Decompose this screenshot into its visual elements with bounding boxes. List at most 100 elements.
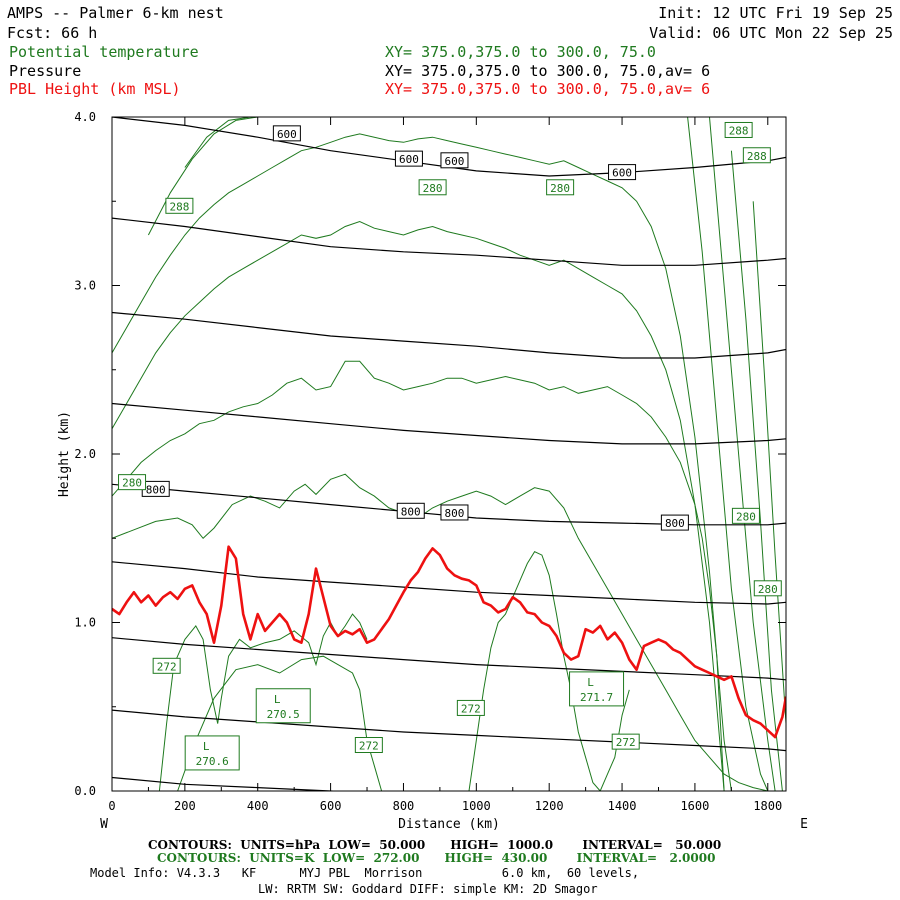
svg-text:280: 280	[550, 182, 570, 195]
pressure-label-3: 600	[608, 164, 637, 181]
footer-model-info: Model Info: V4.3.3 KF MYJ PBL Morrison 6…	[90, 866, 639, 880]
low-value: 271.7	[580, 691, 613, 704]
svg-text:288: 288	[747, 150, 767, 163]
theta-label-1: 288	[742, 147, 771, 164]
theta-contour-8	[147, 117, 280, 236]
field-name-pbl: PBL Height (km MSL)	[9, 80, 181, 98]
svg-text:3.0: 3.0	[74, 279, 96, 293]
theta-contours	[112, 117, 786, 791]
model-title: AMPS -- Palmer 6-km nest	[7, 4, 224, 22]
svg-text:0.0: 0.0	[74, 784, 96, 798]
svg-text:272: 272	[616, 736, 636, 749]
theta-label-5: 280	[118, 474, 147, 491]
svg-text:600: 600	[320, 799, 342, 813]
footer-theta-contours: CONTOURS: UNITS=K LOW= 272.00 HIGH= 430.…	[157, 851, 715, 865]
y-tick-4: 4.0	[74, 110, 786, 124]
low-marker-1: L 270.6	[184, 735, 240, 771]
theta-contour-9	[184, 117, 251, 168]
pressure-label-5: 800	[396, 502, 425, 519]
x-tick-200: 200	[174, 117, 196, 813]
svg-text:288: 288	[169, 200, 189, 213]
theta-label-4: 280	[546, 179, 575, 196]
svg-text:1400: 1400	[608, 799, 637, 813]
axes: 0 200 400 600 800 1000 1200 1400 1600 1800 0.0 1.0 2…	[74, 110, 786, 813]
low-symbol: L	[587, 676, 594, 689]
field-xy-theta: XY= 375.0,375.0 to 300.0, 75.0	[385, 43, 656, 61]
theta-contour-4	[112, 473, 786, 791]
svg-text:288: 288	[729, 124, 749, 137]
theta-contour-7	[112, 133, 732, 791]
svg-text:280: 280	[736, 510, 756, 523]
x-axis-label: Distance (km)	[398, 817, 500, 832]
x-tick-1200: 1200	[535, 117, 564, 813]
pressure-contour-950	[112, 709, 786, 752]
plot-frame	[111, 116, 787, 792]
pressure-contour-600	[112, 117, 786, 177]
low-marker-2: L 271.7	[569, 671, 625, 707]
footer-physics: LW: RRTM SW: Goddard DIFF: simple KM: 2D…	[258, 882, 598, 896]
west-marker: W	[100, 817, 108, 832]
svg-text:400: 400	[247, 799, 269, 813]
theta-contour-5	[112, 360, 725, 791]
pressure-contours	[112, 117, 786, 791]
svg-text:1200: 1200	[535, 799, 564, 813]
pressure-label-4: 800	[141, 480, 170, 497]
field-xy-pressure: XY= 375.0,375.0 to 300.0, 75.0,av= 6	[385, 62, 710, 80]
svg-text:1.0: 1.0	[74, 616, 96, 630]
x-tick-1600: 1600	[680, 117, 709, 813]
theta-contour-13	[752, 201, 786, 724]
svg-text:1000: 1000	[462, 799, 491, 813]
pbl-height-series	[112, 545, 786, 739]
svg-text:280: 280	[423, 182, 443, 195]
plot-area: 600 600 600 600 800 800 800 800 288 288 288 280 280 2…	[74, 110, 787, 813]
x-tick-1000: 1000	[462, 117, 491, 813]
svg-text:272: 272	[359, 740, 379, 753]
forecast-hour: Fcst: 66 h	[7, 24, 97, 42]
pressure-contour-900	[112, 637, 786, 681]
init-time: Init: 12 UTC Fri 19 Sep 25	[658, 4, 893, 22]
low-value: 270.6	[196, 755, 229, 768]
theta-label-7: 280	[753, 580, 782, 597]
theta-label-0: 288	[724, 121, 753, 138]
theta-contour-0	[177, 655, 383, 791]
svg-text:600: 600	[399, 153, 419, 166]
pressure-contour-800	[112, 483, 786, 526]
pressure-contour-700	[112, 311, 786, 359]
contour-labels: 600 600 600 600 800 800 800 800 288 288 288 280 280 2…	[118, 121, 782, 771]
y-tick-2: 2.0	[74, 447, 786, 461]
svg-text:1600: 1600	[680, 799, 709, 813]
valid-time: Valid: 06 UTC Mon 22 Sep 25	[649, 24, 893, 42]
pressure-contour-850	[112, 561, 786, 605]
svg-text:800: 800	[445, 507, 465, 520]
svg-text:200: 200	[174, 799, 196, 813]
pbl-height-line	[112, 545, 786, 739]
x-tick-600: 600	[320, 117, 342, 813]
svg-text:800: 800	[665, 517, 685, 530]
pressure-label-6: 800	[440, 504, 469, 521]
low-marker-0: L 270.5	[255, 688, 311, 724]
theta-label-3: 280	[418, 179, 447, 196]
pressure-label-0: 600	[272, 125, 301, 142]
field-xy-pbl: XY= 375.0,375.0 to 300.0, 75.0,av= 6	[385, 80, 710, 98]
field-name-pressure: Pressure	[9, 62, 81, 80]
theta-contour-10	[687, 117, 769, 791]
svg-text:272: 272	[461, 702, 481, 715]
svg-text:272: 272	[157, 660, 177, 673]
svg-text:600: 600	[612, 167, 632, 180]
x-tick-0: 0	[108, 117, 116, 813]
svg-text:600: 600	[445, 155, 465, 168]
svg-text:1800: 1800	[753, 799, 782, 813]
pressure-contour-650	[112, 217, 786, 266]
theta-contour-2	[468, 551, 572, 791]
theta-label-10: 272	[456, 699, 485, 716]
theta-label-8: 272	[152, 657, 181, 674]
east-marker: E	[800, 817, 808, 832]
theta-contour-12	[730, 150, 783, 791]
theta-contour-6	[112, 220, 725, 791]
svg-text:280: 280	[758, 583, 778, 596]
theta-label-9: 272	[354, 737, 383, 754]
pressure-label-1: 600	[394, 150, 423, 167]
theta-label-11: 272	[611, 733, 640, 750]
low-value: 270.5	[267, 708, 300, 721]
